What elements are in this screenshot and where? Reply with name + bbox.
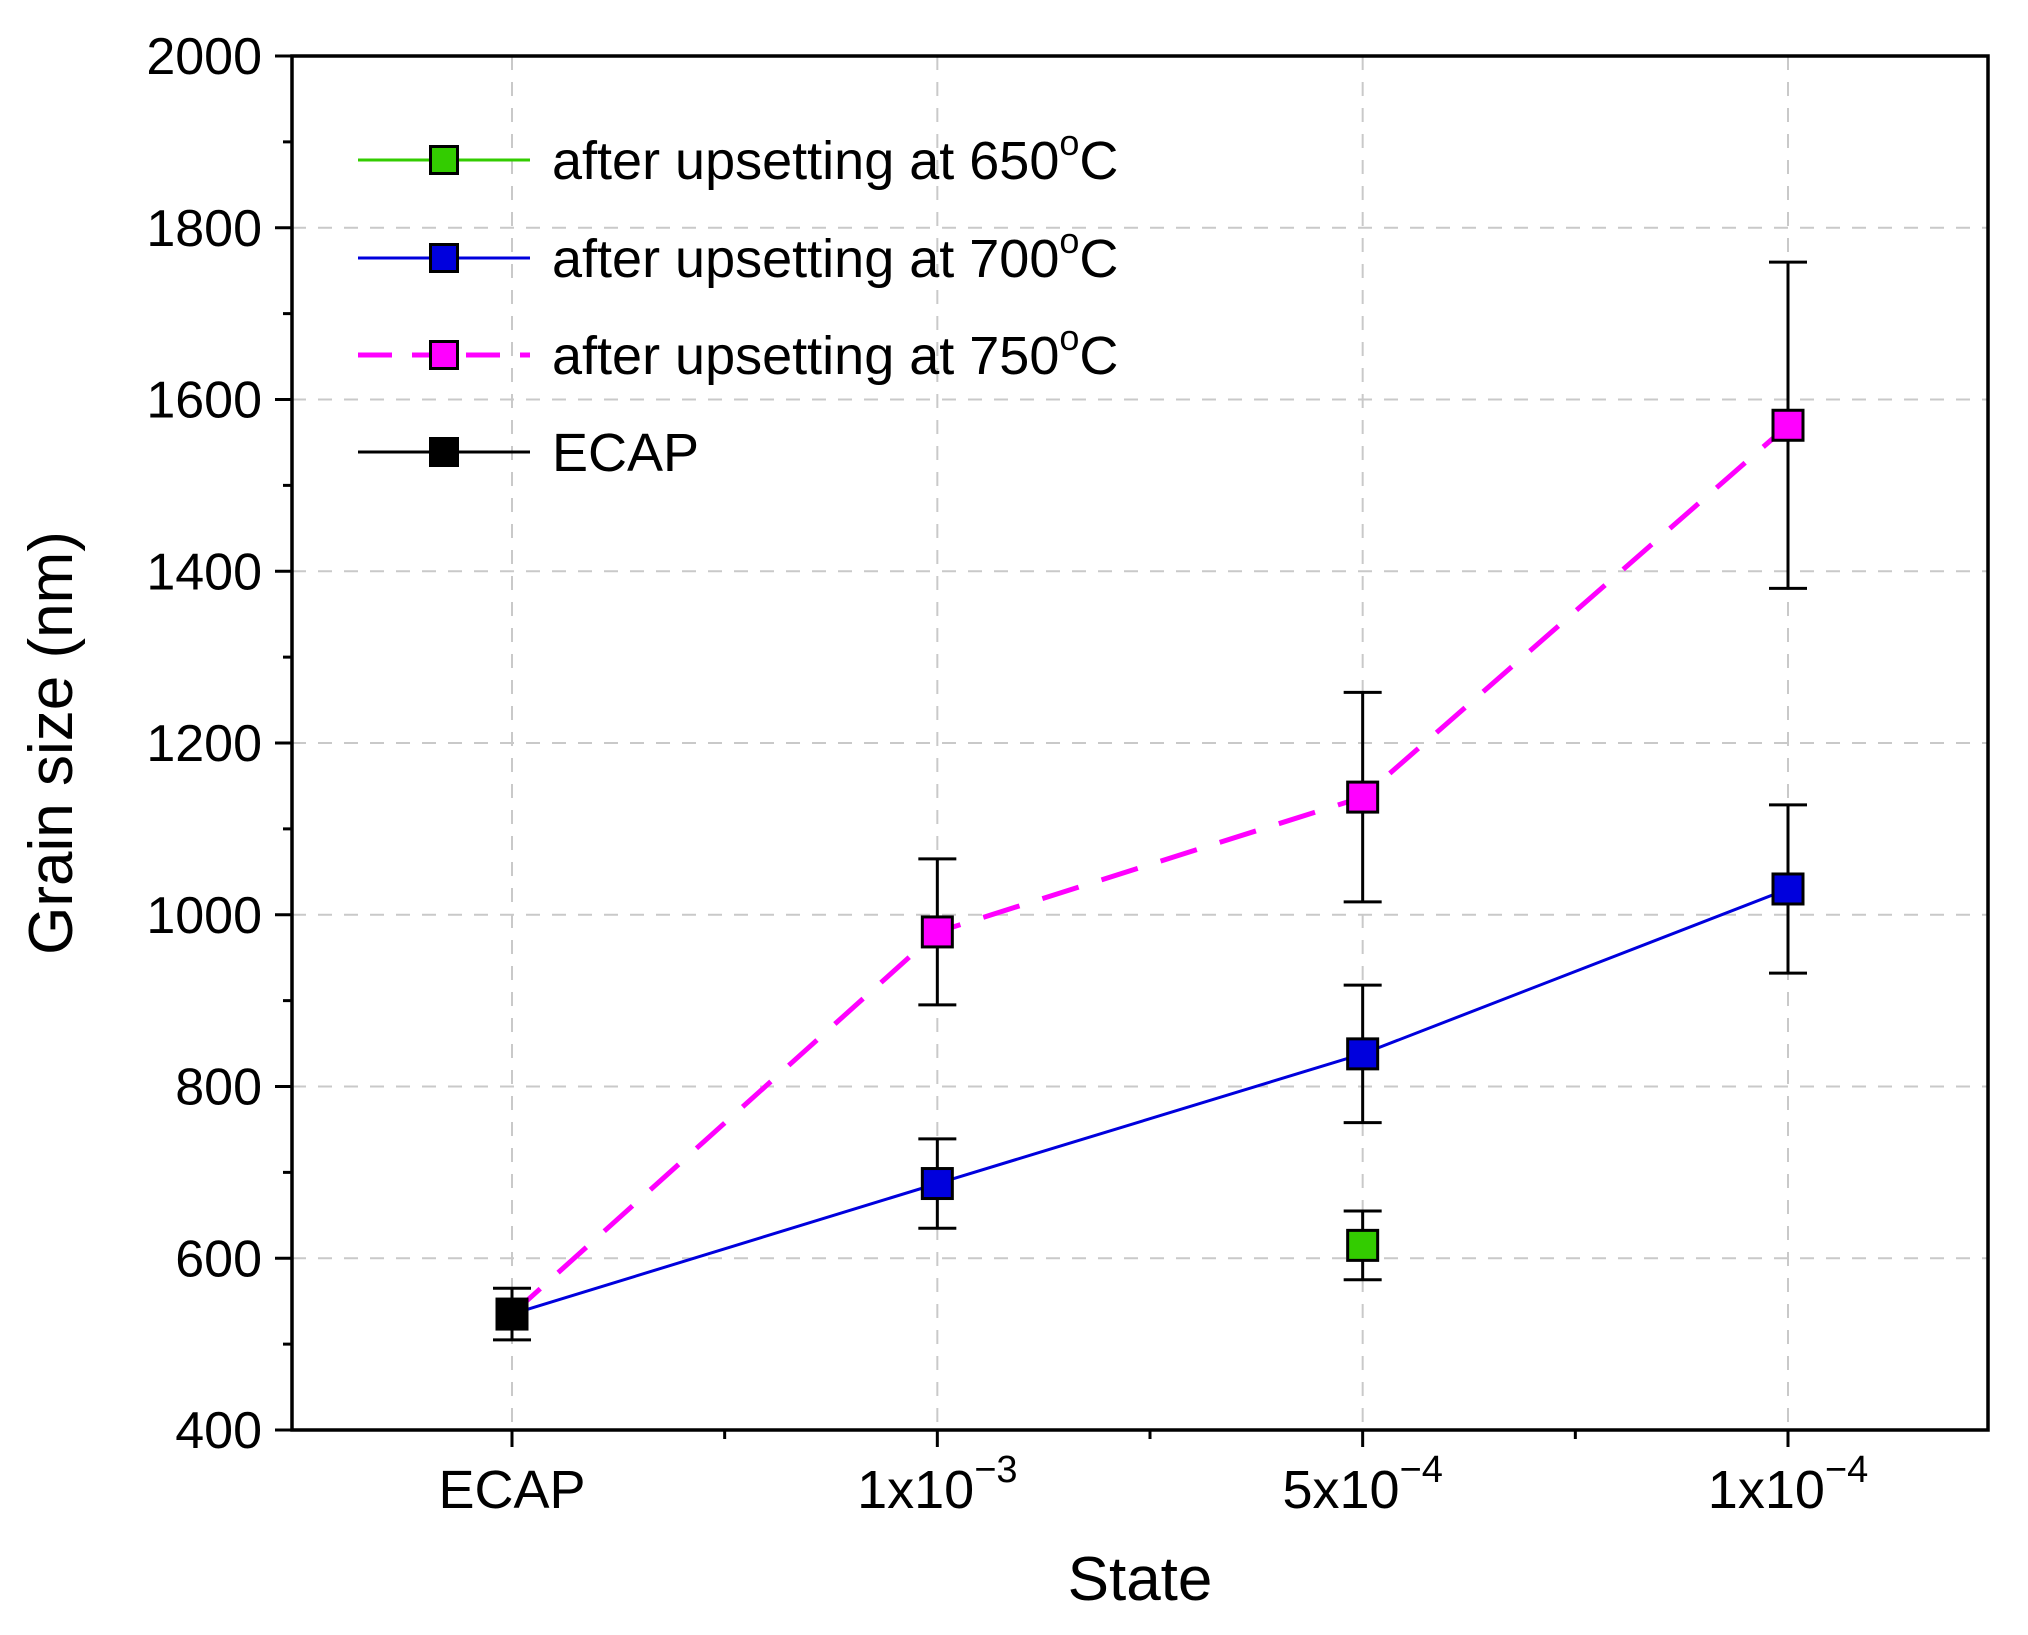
marker-series-3 (495, 1297, 529, 1331)
y-tick-label: 1400 (146, 543, 262, 601)
marker-series-1 (920, 1167, 954, 1201)
marker-series-2 (1346, 780, 1380, 814)
legend: after upsetting at 650oC after upsetting … (358, 122, 1118, 483)
legend-label: after upsetting at 750oC (552, 317, 1118, 386)
y-tick-label: 600 (175, 1230, 262, 1288)
series-line-2 (510, 423, 1790, 1316)
x-tick-label: 1x10−4 (1708, 1449, 1868, 1520)
axis-ticks (275, 54, 1790, 1447)
y-tick-label: 1800 (146, 200, 262, 258)
x-axis-title: State (1068, 1545, 1213, 1614)
y-tick-label: 400 (175, 1402, 262, 1460)
marker-series-1 (1771, 872, 1805, 906)
legend-marker (429, 243, 459, 273)
marker-series-1 (1346, 1037, 1380, 1071)
legend-label: after upsetting at 700oC (552, 220, 1118, 289)
legend-marker (429, 340, 459, 370)
marker-series-2 (920, 915, 954, 949)
legend-label: after upsetting at 650oC (552, 122, 1118, 191)
tick-labels: 400 600 800 1000 1200 1400 1600 1800 2000 ECAP 1x1… (146, 28, 1868, 1520)
y-tick-label: 800 (175, 1059, 262, 1117)
legend-label: ECAP (552, 423, 699, 483)
marker-series-0 (1346, 1228, 1380, 1262)
legend-marker (429, 145, 459, 175)
marker-series-2 (1771, 408, 1805, 442)
gridlines (292, 56, 1988, 1430)
legend-marker (429, 437, 459, 467)
y-tick-label: 1200 (146, 715, 262, 773)
y-axis-title: Grain size (nm) (17, 531, 86, 955)
x-tick-label: ECAP (438, 1460, 585, 1520)
series-line-1 (511, 887, 1789, 1316)
x-tick-label: 5x10−4 (1282, 1449, 1442, 1520)
x-tick-label: 1x10−3 (857, 1449, 1017, 1520)
y-tick-label: 1600 (146, 372, 262, 430)
y-tick-label: 2000 (146, 28, 262, 86)
y-tick-label: 1000 (146, 887, 262, 945)
